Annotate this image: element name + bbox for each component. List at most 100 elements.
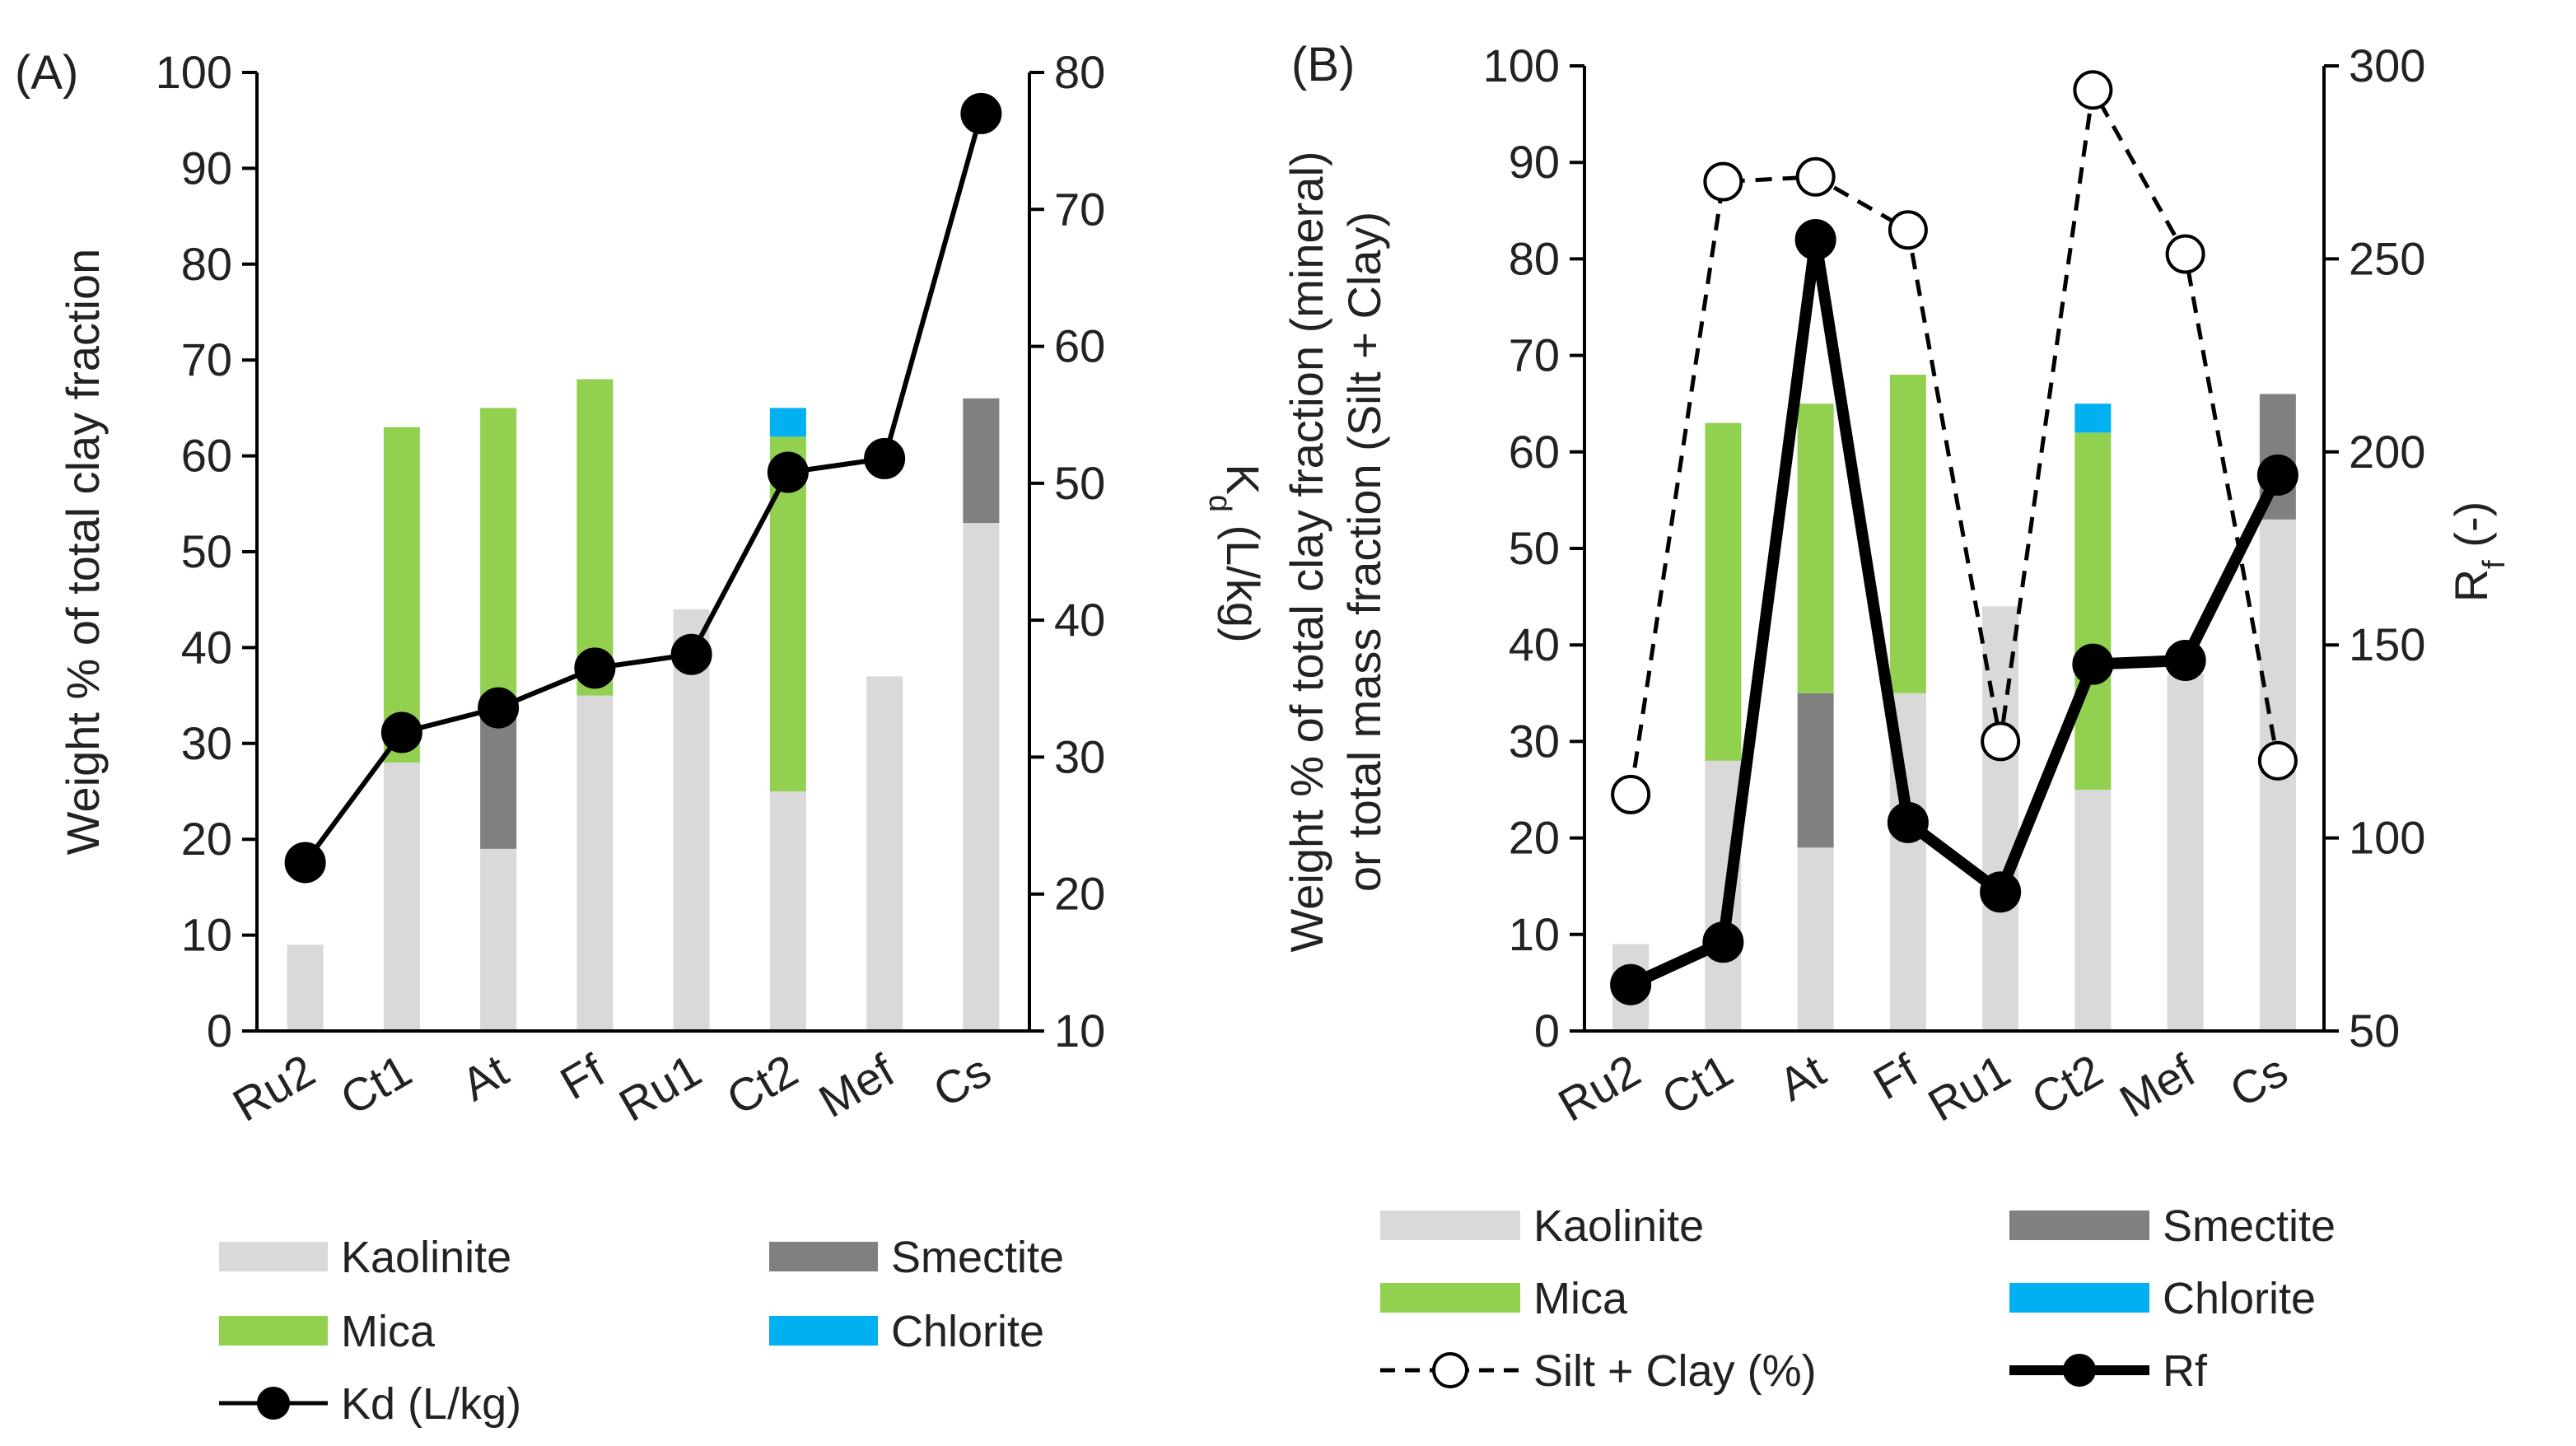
pa-legend-label-mica: Mica bbox=[341, 1307, 436, 1356]
pa-category-label-mef: Mef bbox=[810, 1044, 903, 1127]
pa-category-label-at: At bbox=[453, 1044, 517, 1111]
pb-right-tick-label: 200 bbox=[2349, 426, 2425, 478]
pb-bar-kaolinite-ct2 bbox=[2074, 790, 2112, 1031]
pa-bar-kaolinite-cs bbox=[963, 523, 1000, 1031]
pa-marker-kd-l-kg-mef bbox=[864, 437, 906, 479]
pb-right-tick-label: 150 bbox=[2349, 618, 2425, 670]
pa-bar-kaolinite-ff bbox=[576, 695, 614, 1031]
pb-marker-silt-clay-at bbox=[1795, 156, 1836, 197]
pa-left-tick-label: 30 bbox=[181, 717, 232, 769]
panel-a-label: (A) bbox=[15, 46, 78, 100]
pa-legend-swatch-kaolinite bbox=[219, 1242, 328, 1271]
panel-b-legend: Kaolinite Smectite Mica Chlorite Silt + Clay… bbox=[1380, 1201, 2336, 1396]
pa-category-label-ru1: Ru1 bbox=[610, 1044, 709, 1131]
pb-left-tick-label: 70 bbox=[1509, 329, 1560, 381]
panel-b-axes bbox=[1570, 64, 2339, 1033]
panel-a-lines bbox=[284, 92, 1002, 884]
pb-bar-kaolinite-at bbox=[1797, 847, 1834, 1031]
pb-right-tick-label: 300 bbox=[2349, 40, 2425, 91]
pa-bar-kaolinite-ct2 bbox=[769, 791, 806, 1031]
panel-b-left-axis-title-line1: Weight % of total clay fraction (mineral… bbox=[1281, 151, 1332, 952]
pa-bar-kaolinite-ct1 bbox=[383, 763, 420, 1031]
pa-marker-kd-l-kg-cs bbox=[960, 92, 1002, 134]
pb-marker-rf-ff bbox=[1887, 801, 1929, 843]
pa-right-tick-label: 80 bbox=[1054, 46, 1105, 98]
panel-a-right-axis-title-rest: (L/kg) bbox=[1217, 512, 1269, 643]
pb-marker-silt-clay-mef bbox=[2165, 234, 2205, 274]
pa-left-tick-label: 100 bbox=[156, 46, 232, 98]
pb-category-label-ru1: Ru1 bbox=[1920, 1044, 2018, 1131]
pb-legend-label-chlorite: Chlorite bbox=[2163, 1274, 2316, 1323]
pa-left-tick-label: 60 bbox=[181, 430, 232, 482]
pb-category-label-ru2: Ru2 bbox=[1550, 1044, 1649, 1131]
pb-category-label-ff: Ff bbox=[1864, 1044, 1926, 1110]
panel-b-chart: (B) 0 10 20 30 40 50 60 70 80 90 100 50 100 150 200 25… bbox=[1281, 38, 2512, 1396]
pa-right-tick-label: 30 bbox=[1054, 730, 1105, 782]
pa-left-tick-label: 50 bbox=[181, 525, 232, 577]
pa-left-tick-label: 80 bbox=[181, 238, 232, 290]
pa-bar-mica-at bbox=[480, 408, 517, 696]
pa-marker-kd-l-kg-ct2 bbox=[767, 451, 809, 493]
panel-b-left-tick-labels: 0 10 20 30 40 50 60 70 80 90 100 bbox=[1483, 40, 1560, 1057]
panel-b-left-axis-title-line2: or total mass fraction (Silt + Clay) bbox=[1338, 212, 1390, 892]
pb-category-label-ct1: Ct1 bbox=[1653, 1044, 1741, 1125]
pb-left-tick-label: 90 bbox=[1509, 136, 1560, 188]
panel-b-right-axis-title-main: R bbox=[2445, 569, 2497, 602]
pa-category-label-cs: Cs bbox=[925, 1044, 1000, 1117]
pb-bar-kaolinite-ct1 bbox=[1705, 760, 1742, 1031]
pb-left-tick-label: 100 bbox=[1483, 40, 1560, 91]
pa-legend-marker-kd-l-kg bbox=[257, 1387, 290, 1420]
pb-legend-label-silt-clay: Silt + Clay (%) bbox=[1533, 1346, 1817, 1396]
pa-bar-kaolinite-ru1 bbox=[673, 609, 710, 1031]
pa-bar-mica-ff bbox=[576, 379, 614, 696]
pa-category-label-ct1: Ct1 bbox=[332, 1044, 420, 1125]
pb-bar-mica-ct2 bbox=[2074, 432, 2112, 790]
pb-legend-swatch-kaolinite bbox=[1380, 1210, 1520, 1240]
pa-bar-kaolinite-mef bbox=[866, 676, 903, 1031]
panel-a-legend: Kaolinite Smectite Mica Chlorite Kd (L/kg) bbox=[219, 1233, 1064, 1429]
pb-bar-mica-ct1 bbox=[1705, 422, 1742, 761]
pb-right-tick-label: 50 bbox=[2349, 1005, 2400, 1057]
pa-bar-kaolinite-ru2 bbox=[287, 945, 324, 1031]
pb-marker-rf-ct2 bbox=[2072, 643, 2114, 685]
pb-left-tick-label: 0 bbox=[1534, 1005, 1560, 1057]
panel-b-label: (B) bbox=[1291, 38, 1355, 91]
pb-category-label-cs: Cs bbox=[2221, 1044, 2296, 1117]
pb-marker-rf-cs bbox=[2256, 454, 2298, 496]
pa-right-tick-label: 10 bbox=[1054, 1005, 1105, 1057]
pb-marker-rf-ct1 bbox=[1702, 921, 1744, 963]
pb-left-tick-label: 40 bbox=[1509, 618, 1560, 670]
pa-legend-swatch-chlorite bbox=[769, 1316, 878, 1346]
pb-bar-chlorite-ct2 bbox=[2074, 403, 2112, 433]
pb-bar-kaolinite-mef bbox=[2167, 674, 2204, 1031]
pa-right-tick-label: 20 bbox=[1054, 868, 1105, 920]
pa-legend-label-kd-l-kg: Kd (L/kg) bbox=[341, 1379, 521, 1429]
pa-bar-kaolinite-at bbox=[480, 848, 517, 1031]
pa-right-tick-label: 50 bbox=[1054, 457, 1105, 509]
pa-marker-kd-l-kg-at bbox=[478, 687, 520, 729]
panel-b-right-axis-title-rest: (-) bbox=[2445, 501, 2497, 561]
pa-category-label-ff: Ff bbox=[552, 1044, 614, 1110]
pb-legend-swatch-chlorite bbox=[2009, 1283, 2149, 1313]
pb-marker-silt-clay-ru1 bbox=[1981, 721, 2021, 762]
pa-marker-kd-l-kg-ff bbox=[574, 647, 616, 689]
pa-right-tick-label: 60 bbox=[1054, 320, 1105, 372]
pa-marker-kd-l-kg-ru2 bbox=[284, 842, 326, 884]
panel-b-lines bbox=[1610, 70, 2298, 1005]
pb-legend-marker-silt-clay bbox=[1432, 1352, 1468, 1388]
panel-a-left-axis-title: Weight % of total clay fraction bbox=[57, 249, 109, 856]
pa-legend-label-kaolinite: Kaolinite bbox=[341, 1233, 511, 1282]
pb-marker-rf-mef bbox=[2164, 639, 2206, 681]
pa-right-tick-label: 70 bbox=[1054, 183, 1105, 235]
pa-legend-label-chlorite: Chlorite bbox=[891, 1307, 1044, 1356]
pb-marker-rf-ru2 bbox=[1610, 963, 1652, 1005]
pb-legend-marker-rf bbox=[2063, 1354, 2096, 1387]
panel-a-right-axis-title: Kd (L/kg) bbox=[1202, 464, 1269, 642]
pb-marker-silt-clay-ct1 bbox=[1703, 161, 1743, 202]
pb-marker-silt-clay-cs bbox=[2257, 740, 2298, 781]
pb-legend-label-mica: Mica bbox=[1533, 1274, 1628, 1323]
pb-left-tick-label: 20 bbox=[1509, 812, 1560, 864]
pa-right-tick-label: 40 bbox=[1054, 594, 1105, 646]
